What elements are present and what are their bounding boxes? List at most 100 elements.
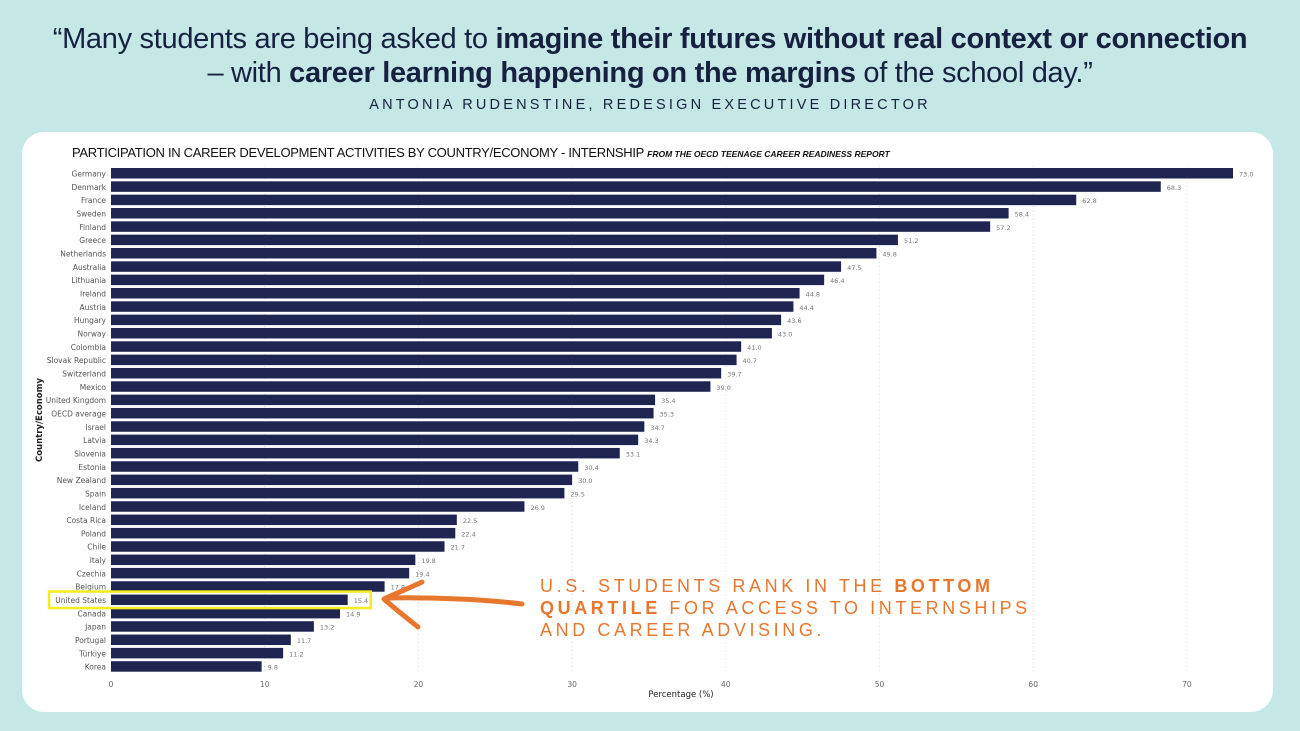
bar — [111, 207, 1009, 219]
quote-text-1: Many students are being asked to — [62, 23, 496, 55]
category-label: OECD average — [51, 409, 106, 418]
quote-bold-1: imagine their futures without real conte… — [495, 23, 1248, 55]
category-label: Greece — [79, 236, 106, 245]
value-label: 11.2 — [289, 650, 303, 658]
value-label: 22.5 — [463, 517, 477, 525]
x-tick-label: 40 — [721, 680, 731, 689]
bar — [111, 621, 314, 632]
value-label: 19.4 — [415, 570, 429, 578]
category-label: Ireland — [80, 289, 106, 298]
category-label: Iceland — [79, 503, 106, 512]
category-label: Chile — [87, 543, 106, 552]
value-label: 35.4 — [661, 397, 675, 405]
bar — [111, 394, 656, 406]
bar — [111, 581, 385, 592]
category-label: Poland — [81, 529, 106, 538]
bar — [111, 661, 262, 672]
category-label: New Zealand — [57, 476, 107, 485]
arrow-icon — [381, 579, 525, 630]
bar — [111, 247, 877, 259]
bar — [111, 354, 737, 366]
bar — [111, 274, 825, 286]
bar — [111, 567, 410, 579]
bar — [111, 327, 772, 339]
category-label: Japan — [84, 623, 106, 632]
chart-source: FROM THE OECD TEENAGE CAREER READINESS R… — [647, 149, 890, 159]
bar — [111, 501, 525, 512]
value-label: 15.4 — [354, 597, 368, 605]
bar — [111, 261, 842, 272]
bar — [111, 461, 579, 472]
bar — [111, 381, 711, 392]
category-label: Hungary — [74, 316, 107, 325]
category-label: Türkiye — [78, 649, 106, 658]
y-axis-label: Country/Economy — [35, 378, 45, 463]
bar — [111, 541, 445, 552]
value-label: 44.4 — [799, 304, 813, 312]
bar — [111, 474, 573, 486]
value-label: 41.0 — [747, 344, 761, 352]
x-tick-label: 0 — [109, 680, 114, 689]
bar — [111, 407, 654, 419]
category-label: United States — [55, 596, 106, 605]
bar — [111, 527, 456, 539]
bar — [111, 168, 1234, 179]
bar — [111, 314, 782, 326]
bar — [111, 447, 620, 459]
x-tick-label: 30 — [567, 680, 577, 689]
value-label: 47.5 — [847, 264, 861, 272]
category-label: Switzerland — [62, 369, 106, 378]
value-label: 19.8 — [421, 557, 435, 565]
value-label: 29.5 — [570, 490, 584, 498]
bar — [111, 181, 1161, 192]
bar — [111, 554, 416, 566]
bar — [111, 647, 284, 659]
category-label: Mexico — [80, 383, 107, 392]
category-label: France — [81, 196, 106, 205]
x-tick-label: 20 — [414, 680, 424, 689]
value-label: 46.4 — [830, 277, 844, 285]
category-label: Finland — [79, 223, 106, 232]
value-label: 51.2 — [904, 237, 918, 245]
category-label: Costa Rica — [66, 516, 106, 525]
value-label: 49.8 — [882, 250, 896, 258]
category-label: Norway — [78, 329, 107, 338]
value-label: 68.3 — [1167, 184, 1181, 192]
category-label: Netherlands — [60, 249, 106, 258]
value-label: 39.0 — [716, 384, 730, 392]
callout-text: U.S. STUDENTS RANK IN THE BOTTOM QUARTIL… — [540, 575, 1031, 641]
bar — [111, 301, 794, 312]
x-tick-labels: 0 10 20 30 40 50 60 70 — [109, 680, 1192, 689]
callout-line3: AND CAREER ADVISING. — [540, 620, 826, 640]
x-tick-label: 60 — [1028, 680, 1038, 689]
value-label: 22.4 — [461, 530, 475, 538]
category-label: Estonia — [78, 463, 106, 472]
category-label: Denmark — [72, 183, 107, 192]
value-label: 73.0 — [1239, 171, 1253, 179]
bar — [111, 341, 742, 352]
callout-line1: U.S. STUDENTS RANK IN THE — [540, 576, 895, 596]
callout-line2: FOR ACCESS TO INTERNSHIPS — [660, 598, 1031, 618]
bar — [111, 594, 348, 606]
category-label: Spain — [85, 489, 106, 498]
value-label: 13.2 — [320, 624, 334, 632]
value-label: 33.1 — [626, 450, 640, 458]
quote: “Many students are being asked to imagin… — [0, 22, 1300, 90]
value-label: 40.7 — [743, 357, 757, 365]
quote-bold-2: career learning happening on the margins — [289, 57, 856, 89]
category-label: Sweden — [76, 209, 106, 218]
value-label: 17.8 — [391, 584, 405, 592]
bar — [111, 514, 457, 526]
value-label: 34.7 — [650, 424, 664, 432]
category-label: Canada — [77, 609, 106, 618]
value-label: 9.8 — [268, 664, 278, 672]
category-label: Belgium — [75, 583, 106, 592]
value-label: 44.8 — [806, 290, 820, 298]
callout-line1-bold: BOTTOM — [894, 576, 994, 596]
x-tick-label: 70 — [1182, 680, 1192, 689]
category-label: Israel — [86, 423, 107, 432]
category-label: Czechia — [77, 569, 106, 578]
value-label: 26.9 — [530, 504, 544, 512]
bar — [111, 607, 341, 619]
